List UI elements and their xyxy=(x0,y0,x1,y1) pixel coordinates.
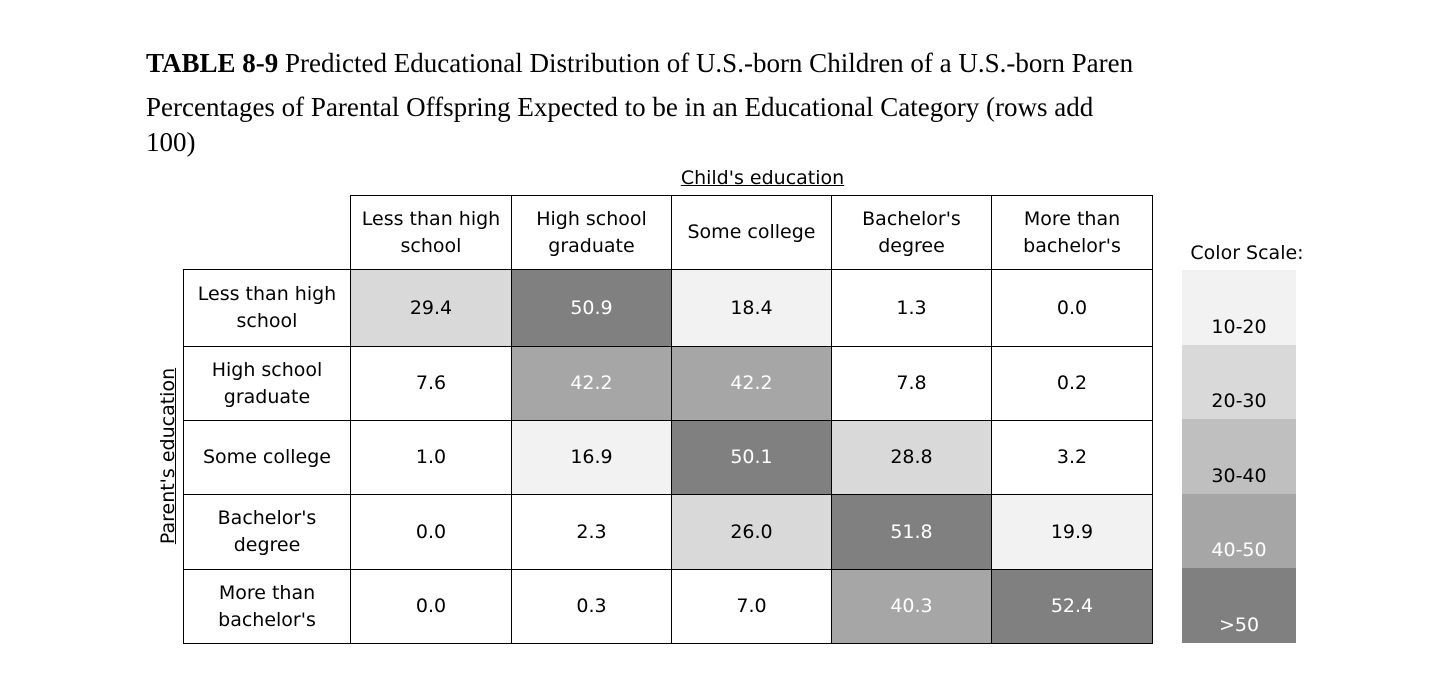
row-header: Less than high school xyxy=(183,269,351,347)
table-cell: 0.0 xyxy=(350,494,512,570)
table-cell: 19.9 xyxy=(991,494,1153,570)
table-cell: 52.4 xyxy=(991,569,1153,644)
column-header: High school graduate xyxy=(511,195,672,270)
color-scale-band: 20-30 xyxy=(1182,344,1296,420)
caption-line: TABLE 8-9 Predicted Educational Distribu… xyxy=(146,48,1133,78)
row-header: Some college xyxy=(183,420,351,495)
caption-line: Percentages of Parental Offspring Expect… xyxy=(146,92,1094,122)
table-cell: 50.9 xyxy=(511,269,672,347)
table-cell: 16.9 xyxy=(511,420,672,495)
table-cell: 29.4 xyxy=(350,269,512,347)
caption-text: Predicted Educational Distribution of U.… xyxy=(285,48,1134,78)
color-scale-band: 30-40 xyxy=(1182,419,1296,494)
table-cell: 7.6 xyxy=(350,346,512,421)
column-header: More than bachelor's xyxy=(991,195,1153,270)
table-cell: 2.3 xyxy=(511,494,672,570)
color-scale-band: 10-20 xyxy=(1182,270,1296,345)
table-cell: 1.3 xyxy=(831,269,992,347)
table-cell: 0.2 xyxy=(991,346,1153,421)
table-cell: 7.0 xyxy=(671,569,832,644)
caption-line: 100) xyxy=(146,127,196,157)
color-scale-band: >50 xyxy=(1182,568,1296,643)
table-cell: 26.0 xyxy=(671,494,832,570)
table-cell: 0.3 xyxy=(511,569,672,644)
table-cell: 50.1 xyxy=(671,420,832,495)
table-cell: 0.0 xyxy=(350,569,512,644)
column-header: Less than high school xyxy=(350,195,512,270)
row-header: Bachelor's degree xyxy=(183,494,351,570)
table-cell: 40.3 xyxy=(831,569,992,644)
table-cell: 1.0 xyxy=(350,420,512,495)
row-header: High school graduate xyxy=(183,346,351,421)
table-cell: 3.2 xyxy=(991,420,1153,495)
table-cell: 0.0 xyxy=(991,269,1153,347)
table-cell: 51.8 xyxy=(831,494,992,570)
table-cell: 18.4 xyxy=(671,269,832,347)
color-scale-title: Color Scale: xyxy=(1190,241,1304,264)
table-cell: 42.2 xyxy=(671,346,832,421)
table-cell: 7.8 xyxy=(831,346,992,421)
column-header: Some college xyxy=(671,195,832,270)
table-cell: 28.8 xyxy=(831,420,992,495)
row-group-label: Parent's education xyxy=(156,367,179,545)
caption-label: TABLE 8-9 xyxy=(146,48,279,78)
table-cell: 42.2 xyxy=(511,346,672,421)
column-group-label: Child's education xyxy=(680,166,845,189)
color-scale-band: 40-50 xyxy=(1182,493,1296,569)
row-header: More than bachelor's xyxy=(183,569,351,644)
column-header: Bachelor's degree xyxy=(831,195,992,270)
